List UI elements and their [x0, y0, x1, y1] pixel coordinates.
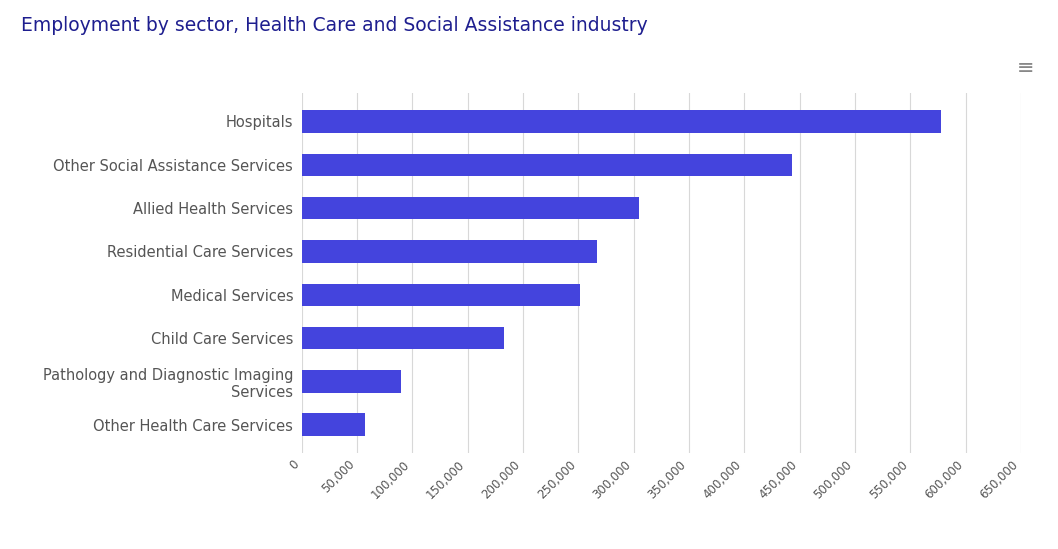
Bar [302, 197, 639, 220]
Bar [302, 154, 791, 176]
Bar [302, 327, 504, 349]
Bar [302, 370, 401, 393]
Text: Employment by sector, Health Care and Social Assistance industry: Employment by sector, Health Care and So… [21, 16, 647, 36]
Bar [302, 110, 942, 133]
Bar [302, 283, 581, 306]
Text: ≡: ≡ [1017, 58, 1035, 77]
Bar [302, 413, 365, 436]
Bar [302, 240, 597, 263]
